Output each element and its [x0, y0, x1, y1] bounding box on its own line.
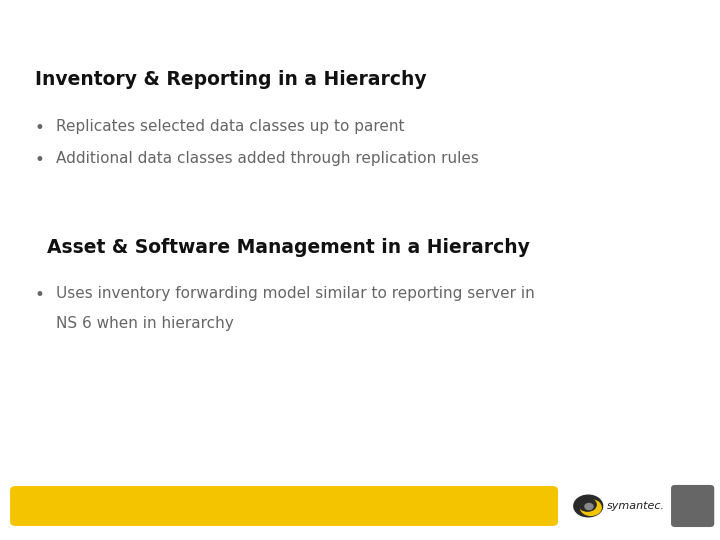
Circle shape [585, 503, 593, 510]
Text: •: • [35, 151, 45, 169]
Text: Asset & Software Management in a Hierarchy: Asset & Software Management in a Hierarc… [47, 238, 530, 256]
Circle shape [579, 498, 596, 511]
FancyBboxPatch shape [10, 486, 558, 526]
Circle shape [580, 500, 601, 515]
Text: Additional data classes added through replication rules: Additional data classes added through re… [56, 151, 479, 166]
Text: Inventory & Reporting in a Hierarchy: Inventory & Reporting in a Hierarchy [35, 70, 426, 89]
Text: NS 6 when in hierarchy: NS 6 when in hierarchy [56, 316, 234, 331]
Text: •: • [35, 286, 45, 304]
Circle shape [574, 495, 603, 517]
Text: •: • [35, 119, 45, 137]
FancyBboxPatch shape [671, 485, 714, 527]
Text: Replicates selected data classes up to parent: Replicates selected data classes up to p… [56, 119, 405, 134]
Text: symantec.: symantec. [607, 501, 665, 511]
Text: Uses inventory forwarding model similar to reporting server in: Uses inventory forwarding model similar … [56, 286, 535, 301]
